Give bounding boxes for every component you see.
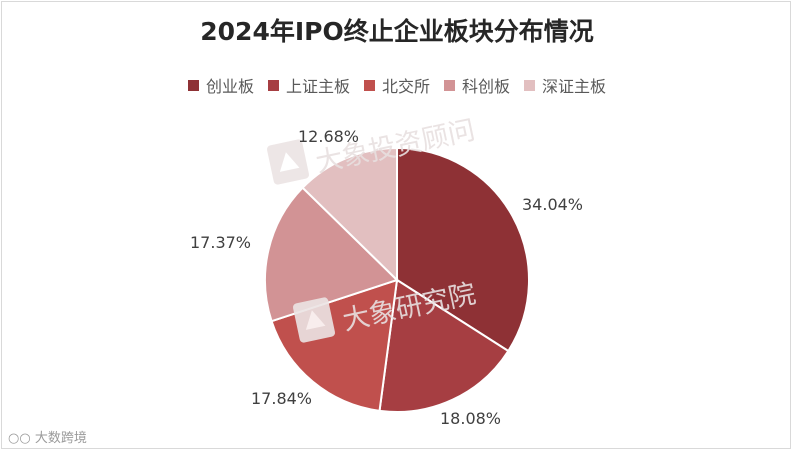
data-label: 34.04% [522, 195, 583, 214]
pie-slice-4 [301, 146, 398, 283]
data-label: 12.68% [298, 127, 359, 146]
data-label: 17.84% [251, 389, 312, 408]
legend-swatch [363, 79, 375, 91]
legend-swatch [444, 79, 455, 91]
legend-item-star: 科创板 [444, 73, 510, 97]
data-label: 17.37% [190, 233, 251, 252]
legend-label: 北交所 [381, 77, 430, 96]
chart-title: 2024年IPO终止企业板块分布情况 [200, 17, 594, 46]
legend-swatch [187, 79, 199, 91]
data-label: 18.08% [440, 409, 501, 428]
pie-labels: 34.04% 18.08% 17.84% 17.37% 12.68% [190, 127, 583, 428]
source-logo: ○○ 大数跨境 [8, 427, 87, 446]
legend-swatch [267, 79, 279, 91]
legend-label: 上证主板 [285, 77, 350, 96]
legend-item-shanghai-main: 上证主板 [267, 73, 350, 97]
watermark-logo-middle [292, 297, 336, 343]
pie-slice-1 [378, 278, 510, 413]
watermark-logo-top [266, 139, 310, 185]
chart-legend: 创业板 上证主板 北交所 科创板 深证主板 [0, 73, 794, 97]
legend-item-shenzhen-main: 深证主板 [524, 73, 606, 97]
pie-slice-3 [264, 186, 399, 323]
legend-item-beijing: 北交所 [363, 73, 430, 97]
legend-item-chuangye: 创业板 [187, 73, 254, 97]
legend-label: 科创板 [462, 77, 511, 96]
pie-slices [264, 146, 531, 413]
legend-label: 深证主板 [542, 77, 607, 96]
legend-swatch [524, 79, 536, 91]
legend-label: 创业板 [205, 77, 254, 96]
source-logo-text: 大数跨境 [34, 431, 87, 446]
source-logo-icon: ○○ [8, 431, 35, 446]
